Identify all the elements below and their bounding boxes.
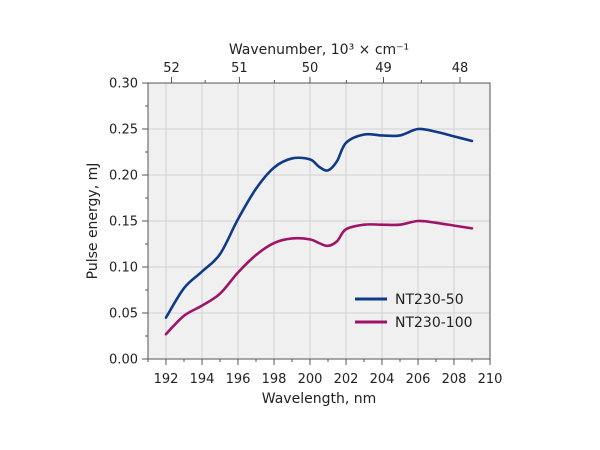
series-line-nt230-50 <box>164 127 474 319</box>
y-tick-label-2: 0.10 <box>109 261 138 276</box>
x-tick-label-6: 204 <box>370 372 395 387</box>
x-tick-label-4: 200 <box>298 372 323 387</box>
y-tick-label-6: 0.30 <box>109 77 138 92</box>
x-tick-label-3: 198 <box>262 372 287 387</box>
legend-label-nt230-100: NT230-100 <box>395 315 473 331</box>
top-tick-label-2: 50 <box>302 61 319 76</box>
legend: NT230-50 NT230-100 <box>355 292 473 331</box>
x-tick-label-5: 202 <box>334 372 359 387</box>
y-tick-label-3: 0.15 <box>109 215 138 230</box>
legend-label-nt230-50: NT230-50 <box>395 292 464 308</box>
top-tick-label-1: 51 <box>231 61 248 76</box>
series-line-nt230-100 <box>164 219 474 336</box>
axes: 192 194 196 198 200 202 204 206 208 210 0.00 0.05 0.… <box>109 61 502 387</box>
y-axis-title: Pulse energy, mJ <box>85 163 101 280</box>
y-tick-label-1: 0.05 <box>109 307 138 322</box>
y-tick-label-4: 0.20 <box>109 169 138 184</box>
series-layer <box>164 127 474 336</box>
x-tick-label-8: 208 <box>442 372 467 387</box>
x-tick-label-9: 210 <box>478 372 503 387</box>
top-tick-label-3: 49 <box>375 61 392 76</box>
top-axis-title: Wavenumber, 10³ × cm⁻¹ <box>229 42 409 58</box>
y-tick-label-0: 0.00 <box>109 353 138 368</box>
x-tick-label-1: 194 <box>190 372 215 387</box>
top-tick-label-4: 48 <box>452 61 469 76</box>
x-tick-label-7: 206 <box>406 372 431 387</box>
x-axis-title: Wavelength, nm <box>262 391 376 407</box>
x-tick-label-2: 196 <box>226 372 251 387</box>
top-tick-label-0: 52 <box>163 61 180 76</box>
x-tick-label-0: 192 <box>154 372 179 387</box>
y-tick-label-5: 0.25 <box>109 123 138 138</box>
